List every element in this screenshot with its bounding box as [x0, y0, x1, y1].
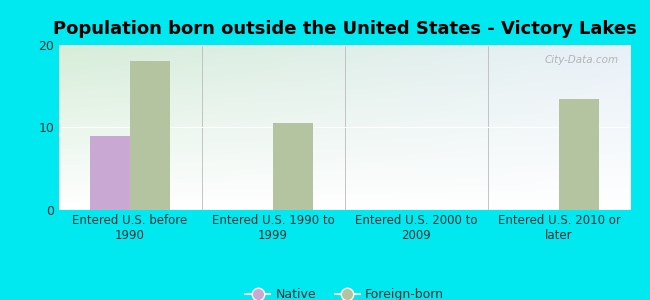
- Bar: [273, 123, 313, 210]
- Bar: [130, 61, 170, 210]
- Title: Population born outside the United States - Victory Lakes: Population born outside the United State…: [53, 20, 636, 38]
- Bar: [90, 136, 130, 210]
- Legend: Native, Foreign-born: Native, Foreign-born: [240, 283, 448, 300]
- Bar: [559, 99, 599, 210]
- Text: City-Data.com: City-Data.com: [545, 55, 619, 65]
